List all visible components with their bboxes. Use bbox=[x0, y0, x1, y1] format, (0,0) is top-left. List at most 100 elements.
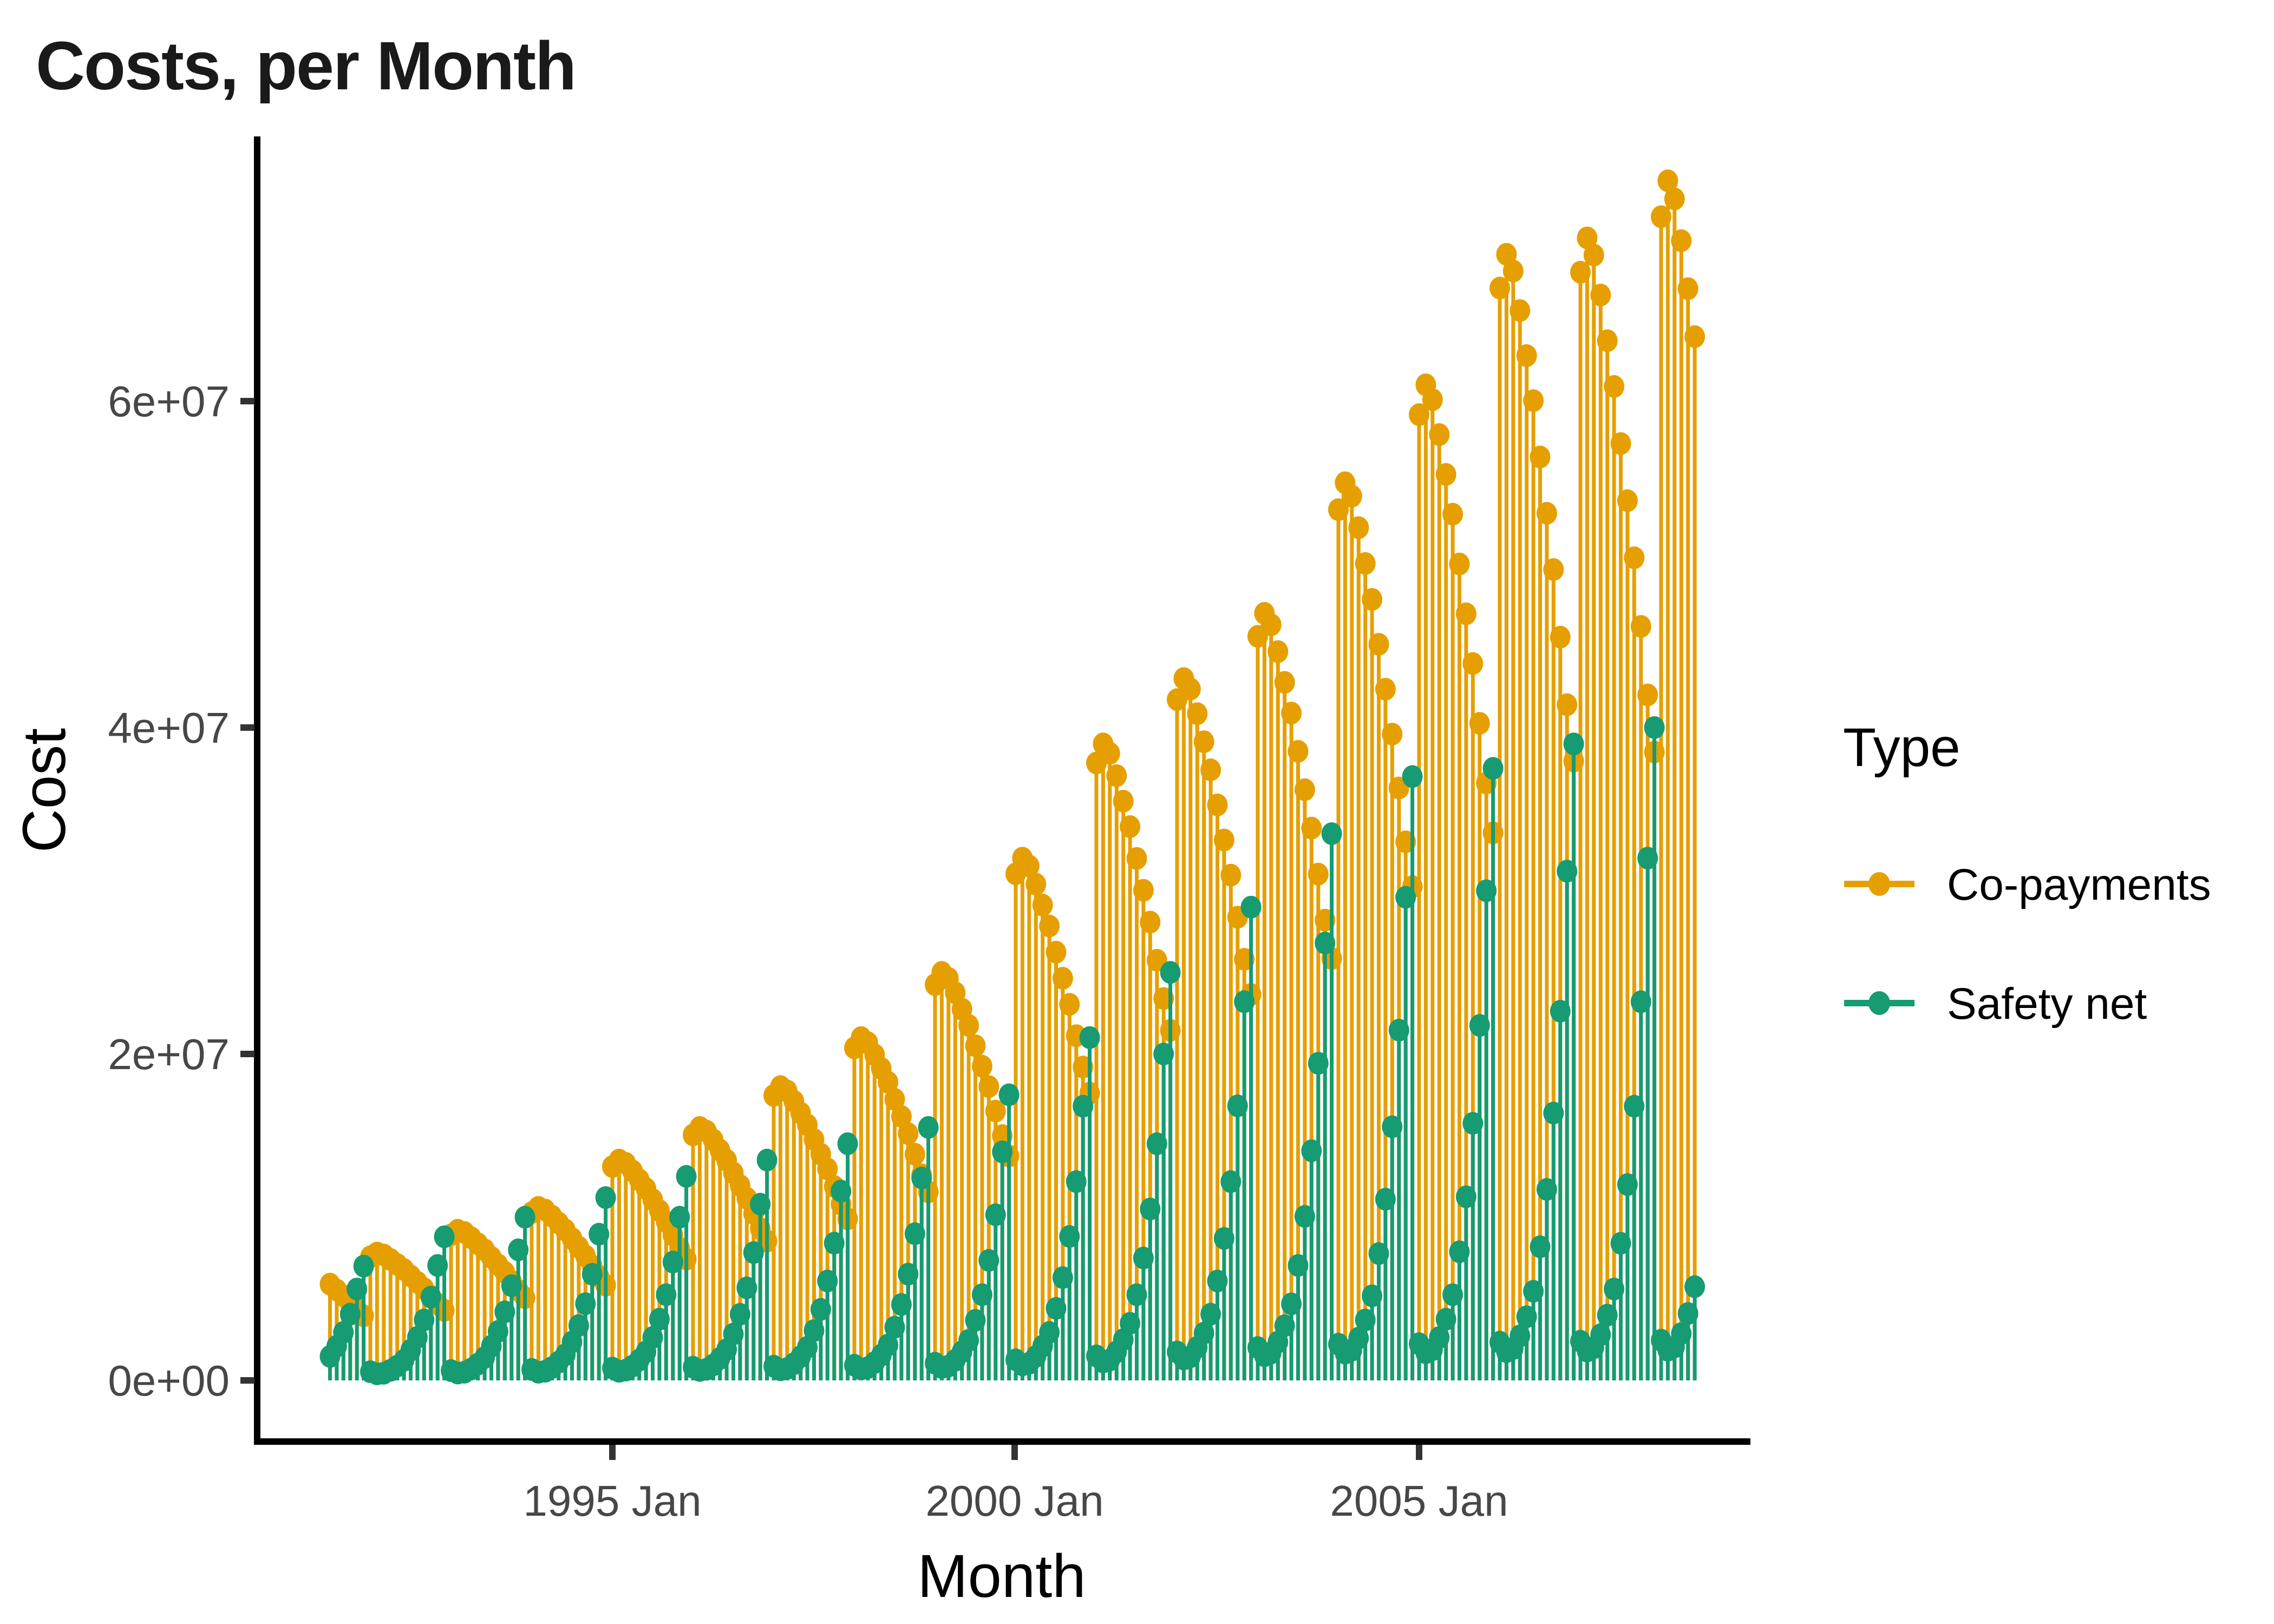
point bbox=[1597, 329, 1618, 352]
point bbox=[884, 1315, 905, 1339]
point bbox=[1583, 244, 1604, 267]
point bbox=[1133, 1246, 1154, 1269]
point bbox=[1476, 879, 1497, 902]
point bbox=[1140, 1197, 1161, 1221]
point bbox=[978, 1249, 999, 1272]
point bbox=[1604, 1278, 1625, 1301]
point bbox=[978, 1075, 999, 1098]
point bbox=[1462, 652, 1484, 675]
point bbox=[878, 1333, 899, 1357]
point bbox=[1200, 758, 1221, 782]
point bbox=[992, 1140, 1013, 1163]
point bbox=[1160, 961, 1181, 984]
point bbox=[1523, 1280, 1544, 1303]
point bbox=[1684, 325, 1706, 348]
point bbox=[1462, 1112, 1484, 1135]
point bbox=[824, 1232, 845, 1255]
x-tick-label: 1995 Jan bbox=[523, 1477, 701, 1525]
point bbox=[1032, 894, 1053, 916]
point bbox=[756, 1149, 777, 1171]
point bbox=[1624, 546, 1645, 569]
point bbox=[1557, 693, 1578, 716]
point bbox=[1382, 723, 1403, 746]
point bbox=[1348, 516, 1369, 539]
point bbox=[1321, 822, 1342, 845]
point bbox=[1294, 1205, 1315, 1228]
point bbox=[1510, 1324, 1531, 1347]
point bbox=[1409, 403, 1429, 426]
point bbox=[1610, 1232, 1631, 1255]
point bbox=[1637, 683, 1658, 706]
points-safety-net bbox=[319, 716, 1706, 1385]
point bbox=[1341, 484, 1362, 508]
point bbox=[427, 1254, 448, 1277]
point bbox=[1543, 558, 1564, 581]
point bbox=[1422, 388, 1443, 411]
point bbox=[1288, 1254, 1309, 1277]
point bbox=[898, 1122, 919, 1145]
point bbox=[891, 1293, 912, 1316]
point bbox=[1449, 1240, 1470, 1263]
point bbox=[1045, 940, 1067, 964]
point bbox=[1213, 1227, 1234, 1250]
point bbox=[568, 1314, 589, 1337]
point bbox=[1395, 886, 1416, 909]
point bbox=[1637, 847, 1658, 870]
point bbox=[918, 1116, 939, 1139]
point bbox=[1624, 1095, 1645, 1118]
y-tick-label: 4e+07 bbox=[108, 704, 230, 752]
point bbox=[1362, 588, 1383, 611]
point bbox=[1630, 615, 1651, 638]
point bbox=[904, 1143, 925, 1166]
legend-entry-safety-net: Safety net bbox=[1844, 979, 2147, 1029]
point bbox=[736, 1276, 757, 1299]
point bbox=[595, 1186, 616, 1209]
point bbox=[911, 1167, 932, 1190]
point bbox=[649, 1307, 670, 1331]
legend-label-safety-net: Safety net bbox=[1947, 979, 2147, 1029]
point bbox=[1651, 205, 1671, 228]
point bbox=[1604, 375, 1625, 398]
point bbox=[1563, 732, 1584, 756]
point bbox=[1597, 1304, 1618, 1327]
legend-entry-co-payments: Co-payments bbox=[1844, 860, 2211, 909]
point bbox=[1328, 498, 1349, 521]
point bbox=[1193, 1321, 1214, 1345]
point bbox=[1368, 1242, 1389, 1265]
point bbox=[1315, 932, 1336, 954]
point bbox=[1052, 967, 1073, 990]
point bbox=[1220, 1170, 1241, 1193]
point bbox=[1402, 765, 1423, 788]
point bbox=[817, 1157, 838, 1181]
point bbox=[339, 1302, 361, 1326]
point bbox=[1362, 1284, 1383, 1307]
point bbox=[1120, 815, 1141, 838]
point bbox=[1671, 229, 1692, 252]
point bbox=[487, 1320, 508, 1343]
point bbox=[1570, 260, 1591, 284]
point bbox=[414, 1308, 435, 1332]
point bbox=[1227, 1094, 1248, 1117]
point bbox=[958, 1014, 979, 1037]
point bbox=[1234, 990, 1255, 1013]
point bbox=[669, 1206, 690, 1229]
point bbox=[971, 1283, 992, 1306]
point bbox=[1516, 344, 1537, 367]
point bbox=[575, 1292, 596, 1315]
point bbox=[581, 1263, 603, 1286]
point bbox=[1435, 463, 1456, 486]
x-tick-label: 2005 Jan bbox=[1330, 1477, 1508, 1525]
point bbox=[1059, 1225, 1080, 1248]
point bbox=[891, 1105, 912, 1128]
point bbox=[1375, 678, 1396, 701]
point bbox=[965, 1309, 986, 1332]
point bbox=[1018, 854, 1040, 878]
point bbox=[1213, 828, 1234, 852]
y-tick-label: 0e+00 bbox=[108, 1357, 230, 1405]
point bbox=[729, 1302, 750, 1326]
point bbox=[662, 1250, 683, 1274]
point bbox=[1133, 879, 1154, 902]
point bbox=[1435, 1307, 1456, 1331]
point bbox=[743, 1241, 764, 1264]
